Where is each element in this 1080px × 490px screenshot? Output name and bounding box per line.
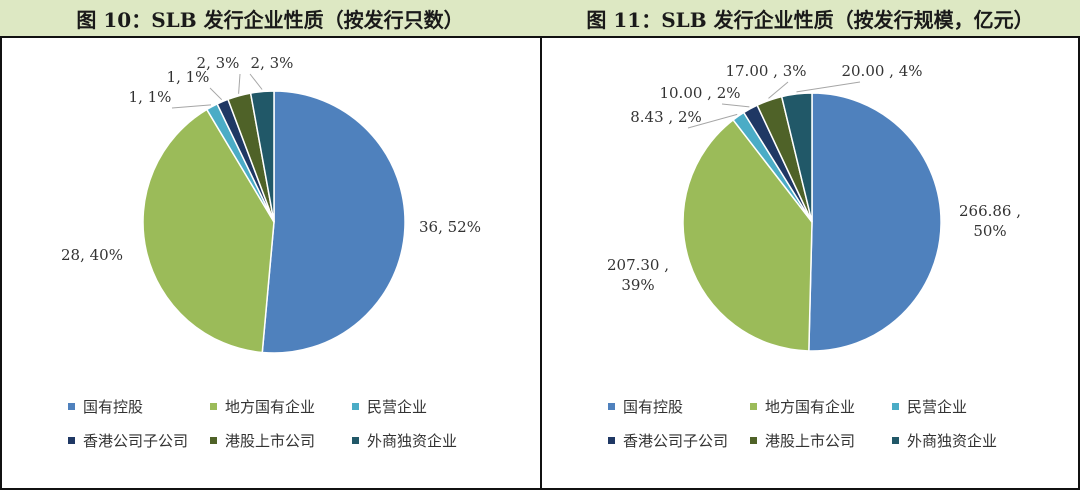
chart-panel-issuance-count: 图 10：SLB 发行企业性质（按发行只数） 36, 52% 28, 40% 1, … <box>0 0 540 490</box>
pie-slice <box>142 108 275 354</box>
legend-swatch <box>210 403 217 410</box>
legend-label: 外商独资企业 <box>907 432 998 450</box>
data-label: 1, 1% <box>167 68 210 86</box>
legend-label: 国有控股 <box>623 398 684 416</box>
legend-swatch <box>892 437 899 444</box>
pie-slice <box>808 92 942 352</box>
leader-line <box>796 81 861 93</box>
legend-label: 外商独资企业 <box>367 432 458 450</box>
legend-label: 港股上市公司 <box>225 432 316 450</box>
legend-item: 民营企业 <box>892 396 967 417</box>
pie-slice <box>780 92 813 223</box>
legend-item: 地方国有企业 <box>210 396 315 417</box>
data-label: 17.00 , 3% <box>725 62 806 80</box>
data-label: 36, 52% <box>419 218 481 236</box>
data-label: 10.00 , 2% <box>659 84 740 102</box>
legend-item: 港股上市公司 <box>750 430 855 451</box>
legend-item: 国有控股 <box>68 396 143 417</box>
legend-label: 民营企业 <box>907 398 968 416</box>
legend-swatch <box>892 403 899 410</box>
legend-item: 香港公司子公司 <box>608 430 728 451</box>
chart-title: 图 11：SLB 发行企业性质（按发行规模，亿元） <box>540 0 1080 36</box>
legend-label: 国有控股 <box>83 398 144 416</box>
pie-slice <box>682 118 813 352</box>
data-label: 20.00 , 4% <box>841 62 922 80</box>
leader-line <box>721 103 750 108</box>
legend-swatch <box>352 403 359 410</box>
data-label: 8.43 , 2% <box>630 108 702 126</box>
pie-chart-issuance-scale: 266.86 , 50% 207.30 , 39% 8.43 , 2% 10.00 , 2… <box>607 62 1021 352</box>
pie-chart-issuance-count: 36, 52%28, 40%1, 1%1, 1%2, 3% 2, 3% <box>61 54 481 354</box>
chart-frame <box>0 36 540 490</box>
legend-item: 地方国有企业 <box>750 396 855 417</box>
legend-swatch <box>68 437 75 444</box>
pie-slice <box>261 90 406 354</box>
legend-swatch <box>352 437 359 444</box>
legend-swatch <box>750 403 757 410</box>
legend-label: 民营企业 <box>367 398 428 416</box>
chart-panel-issuance-scale: 图 11：SLB 发行企业性质（按发行规模，亿元） 266.86 , 50% 207… <box>540 0 1080 490</box>
legend-item: 外商独资企业 <box>892 430 997 451</box>
data-label: 28, 40% <box>61 246 123 264</box>
chart-frame <box>540 36 1080 490</box>
legend-swatch <box>68 403 75 410</box>
leader-line <box>238 73 241 94</box>
legend-swatch <box>750 437 757 444</box>
leader-line <box>209 87 223 101</box>
legend-item: 外商独资企业 <box>352 430 457 451</box>
leader-line <box>768 81 789 99</box>
legend-item: 民营企业 <box>352 396 427 417</box>
leader-line <box>687 113 738 129</box>
legend-label: 地方国有企业 <box>225 398 316 416</box>
legend-swatch <box>210 437 217 444</box>
data-label: 39% <box>621 276 654 294</box>
data-label: 266.86 , <box>959 202 1021 220</box>
data-label: 1, 1% <box>129 88 172 106</box>
pie-slice <box>249 90 275 223</box>
legend-item: 港股上市公司 <box>210 430 315 451</box>
leader-line <box>249 73 263 90</box>
data-label: 207.30 , <box>607 256 669 274</box>
legend-label: 香港公司子公司 <box>83 432 189 450</box>
data-label: 2, 3% <box>251 54 294 72</box>
divider <box>0 36 1080 38</box>
legend-item: 国有控股 <box>608 396 683 417</box>
leader-line <box>171 104 212 109</box>
legend-label: 地方国有企业 <box>765 398 856 416</box>
legend-swatch <box>608 403 615 410</box>
legend-label: 港股上市公司 <box>765 432 856 450</box>
legend-label: 香港公司子公司 <box>623 432 729 450</box>
data-label: 50% <box>973 222 1006 240</box>
legend-swatch <box>608 437 615 444</box>
chart-title: 图 10：SLB 发行企业性质（按发行只数） <box>0 0 540 36</box>
data-label: 2, 3% <box>197 54 240 72</box>
legend-item: 香港公司子公司 <box>68 430 188 451</box>
